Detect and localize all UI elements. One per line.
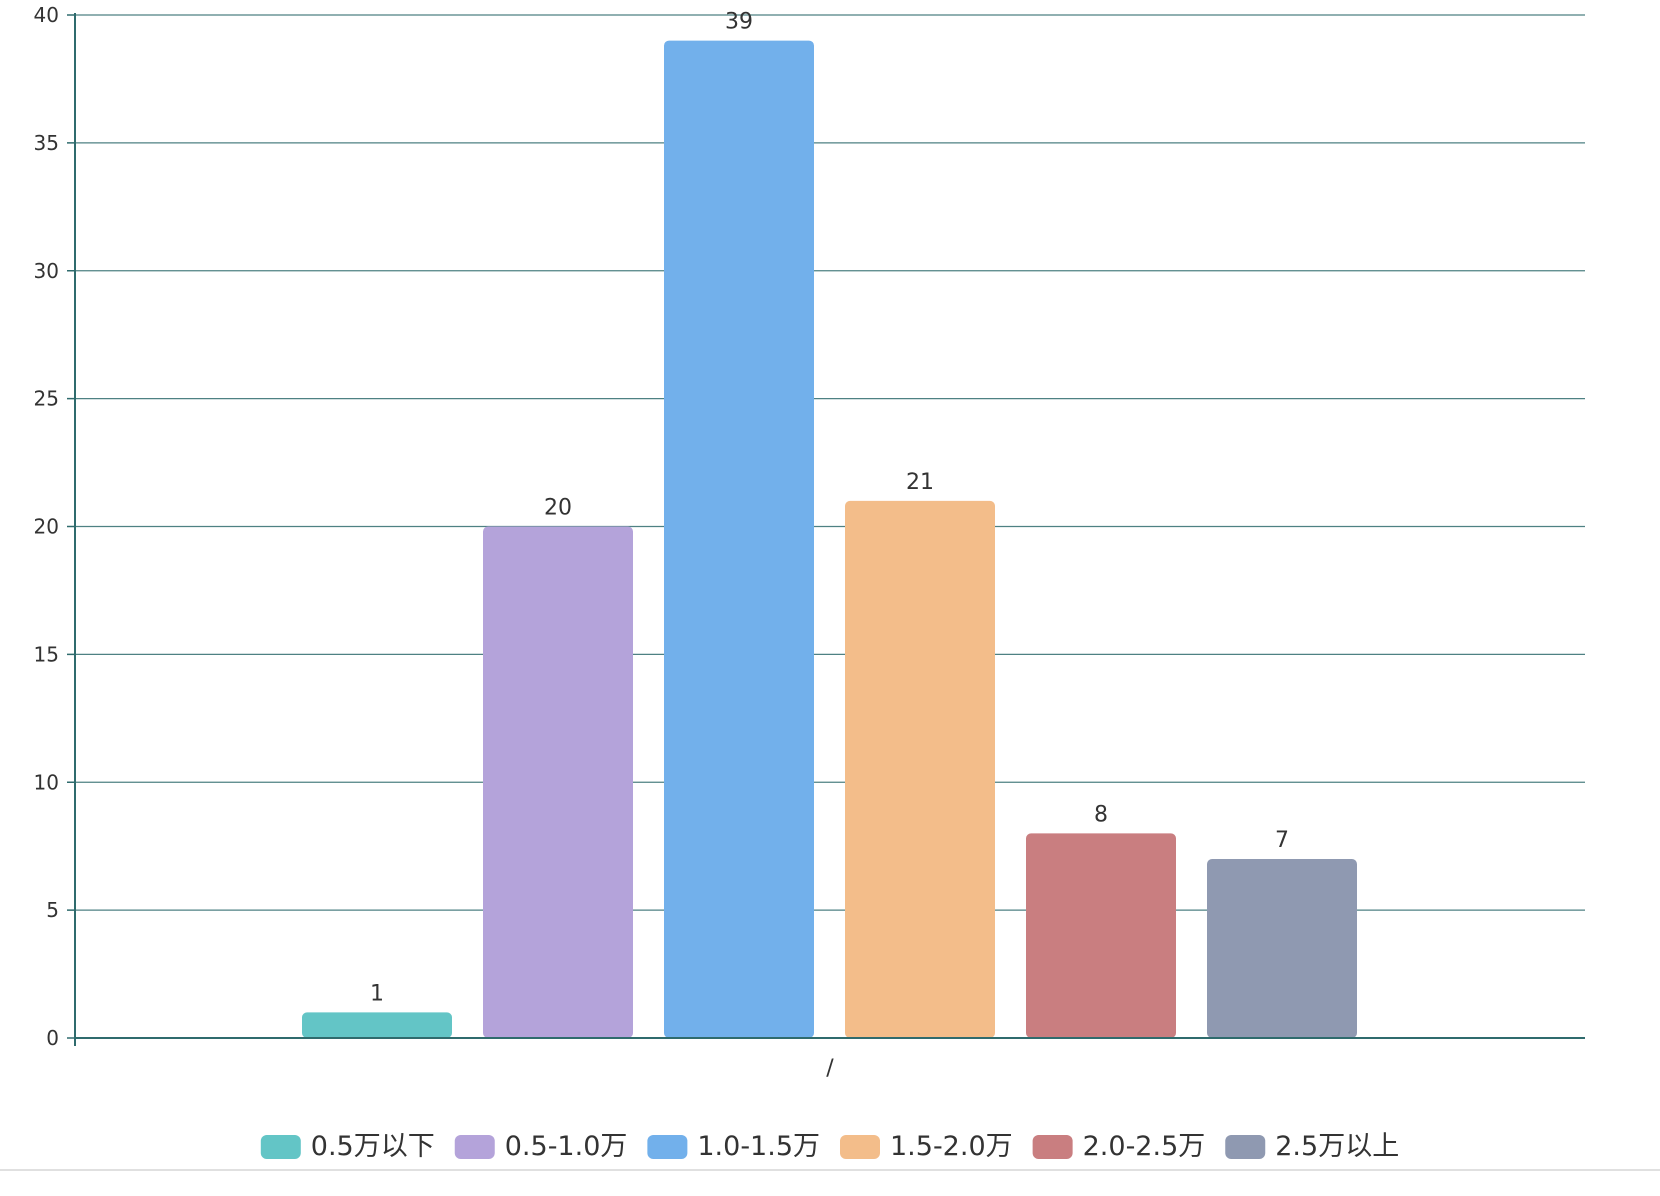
legend-swatch [647,1135,688,1159]
bar-value-label: 39 [725,10,753,35]
y-tick-label: 10 [34,770,59,794]
legend-swatch [840,1135,880,1159]
legend-label: 2.0-2.5万 [1083,1131,1206,1162]
bar-2[interactable] [483,526,633,1039]
bar-5[interactable] [1026,833,1176,1038]
bar-value-label: 21 [906,470,934,495]
legend-swatch [260,1135,301,1159]
y-tick-label: 5 [46,898,59,922]
bar-4[interactable] [845,500,995,1038]
bars [302,40,1357,1039]
legend-item[interactable]: 2.0-2.5万 [1032,1131,1206,1162]
legend-swatch [1225,1135,1266,1159]
bar-1[interactable] [302,1012,452,1038]
legend[interactable]: 0.5万以下 0.5-1.0万 1.0-1.5万 1.5-2.0万 2.0-2.5万 2.… [260,1131,1399,1162]
legend-item[interactable]: 1.0-1.5万 [647,1131,820,1162]
bar-value-label: 1 [370,981,384,1006]
bar-value-label: 7 [1275,828,1289,853]
data-labels: 1 20 39 21 8 7 [370,10,1289,1007]
y-tick-label: 25 [34,387,59,411]
bar-3[interactable] [664,40,814,1038]
legend-label: 0.5万以下 [311,1131,435,1162]
y-tick-label: 40 [34,3,59,27]
legend-swatch [454,1135,495,1159]
y-tick-label: 20 [34,515,59,539]
legend-label: 0.5-1.0万 [505,1131,628,1162]
axes: 0 5 10 15 20 25 30 35 40 / [34,3,1585,1081]
legend-label: 1.0-1.5万 [697,1131,820,1162]
legend-swatch [1032,1135,1073,1159]
y-tick-label: 15 [34,642,59,666]
bar-value-label: 20 [544,496,572,521]
legend-label: 2.5万以上 [1275,1131,1399,1162]
y-tick-label: 30 [34,259,59,283]
x-category-label: / [826,1056,834,1081]
grid-lines [75,14,1585,911]
legend-item[interactable]: 0.5-1.0万 [454,1131,628,1162]
legend-item[interactable]: 2.5万以上 [1225,1131,1399,1162]
bar-value-label: 8 [1094,802,1108,827]
y-tick-label: 0 [46,1026,59,1050]
legend-item[interactable]: 0.5万以下 [260,1131,435,1162]
legend-item[interactable]: 1.5-2.0万 [840,1131,1013,1162]
bar-6[interactable] [1207,858,1357,1038]
legend-label: 1.5-2.0万 [890,1131,1013,1162]
y-tick-label: 35 [34,131,59,155]
